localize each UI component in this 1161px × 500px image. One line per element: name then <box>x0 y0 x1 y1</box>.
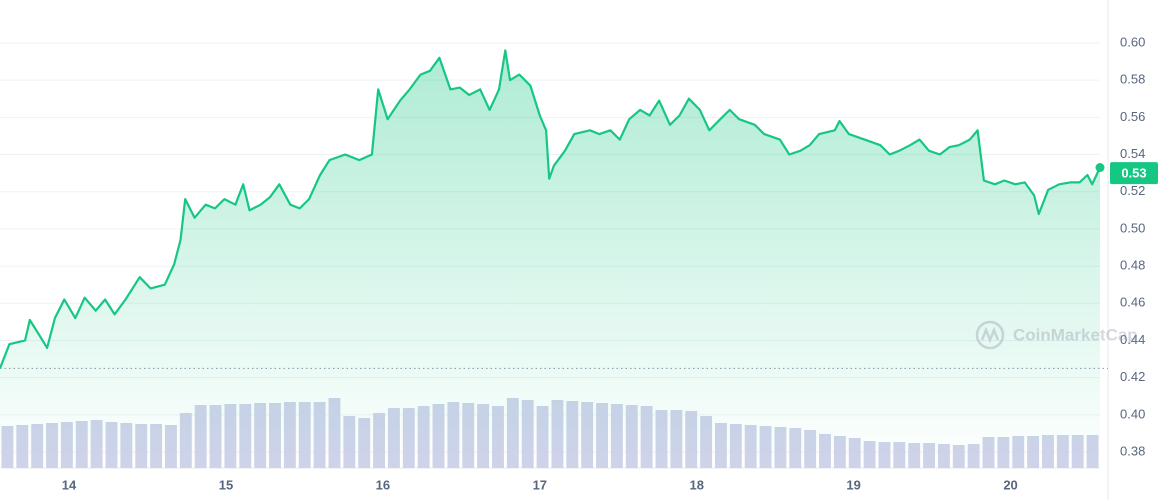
area-fill <box>0 50 1100 469</box>
y-tick-label: 0.40 <box>1120 406 1145 421</box>
y-tick-label: 0.48 <box>1120 258 1145 273</box>
x-tick-label: 19 <box>846 477 860 492</box>
watermark-text: CoinMarketCap <box>1013 325 1138 344</box>
y-tick-label: 0.60 <box>1120 34 1145 49</box>
y-tick-label: 0.54 <box>1120 146 1145 161</box>
last-point <box>1095 163 1105 173</box>
y-tick-label: 0.42 <box>1120 369 1145 384</box>
x-tick-label: 17 <box>533 477 547 492</box>
price-badge-label: 0.53 <box>1121 166 1146 181</box>
y-tick-label: 0.58 <box>1120 72 1145 87</box>
x-tick-label: 14 <box>62 477 77 492</box>
overlay: 0.53 <box>1095 162 1158 185</box>
x-tick-label: 16 <box>376 477 390 492</box>
x-tick-label: 18 <box>689 477 703 492</box>
y-tick-label: 0.52 <box>1120 183 1145 198</box>
y-tick-label: 0.46 <box>1120 295 1145 310</box>
price-badge <box>1110 162 1158 185</box>
x-tick-label: 15 <box>219 477 233 492</box>
plot <box>0 49 1108 469</box>
y-tick-label: 0.50 <box>1120 220 1145 235</box>
watermark: CoinMarketCap <box>975 320 1138 350</box>
price-line <box>0 49 1101 369</box>
y-tick-label: 0.56 <box>1120 109 1145 124</box>
y-tick-label: 0.38 <box>1120 443 1145 458</box>
x-tick-label: 20 <box>1003 477 1017 492</box>
y-tick-label: 0.44 <box>1120 332 1145 347</box>
